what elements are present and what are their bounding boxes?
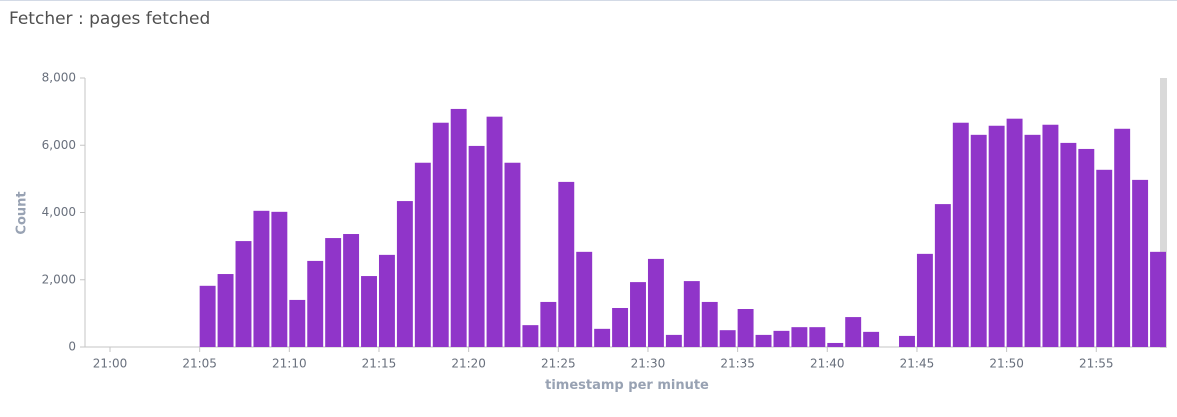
bar [1132, 179, 1149, 347]
bar [809, 327, 826, 347]
bar [1060, 142, 1077, 347]
y-tick-label: 8,000 [42, 71, 76, 85]
panel-title: Fetcher : pages fetched [9, 9, 211, 29]
x-tick-label: 21:35 [720, 357, 755, 371]
x-tick-label: 21:30 [631, 357, 666, 371]
bar [952, 122, 969, 347]
bar [414, 162, 431, 347]
x-tick-label: 21:00 [93, 357, 128, 371]
bar [1078, 148, 1095, 347]
x-axis-title: timestamp per minute [545, 378, 709, 393]
bar [361, 276, 377, 347]
bar [396, 201, 413, 347]
bar [970, 134, 987, 347]
bar [1150, 251, 1166, 347]
y-tick-label: 0 [68, 340, 76, 354]
bar [630, 282, 646, 347]
x-tick-label: 21:40 [810, 357, 845, 371]
bar [683, 281, 700, 347]
x-tick-label: 21:20 [451, 357, 486, 371]
x-tick-label: 21:50 [989, 357, 1024, 371]
bar [432, 122, 449, 347]
x-tick-label: 21:55 [1079, 357, 1114, 371]
bar [665, 334, 682, 347]
bar [701, 301, 718, 347]
y-tick-label: 4,000 [42, 205, 76, 219]
bar [235, 241, 252, 347]
y-axis-title: Count [15, 191, 30, 234]
bar [988, 125, 1005, 347]
bar [612, 307, 629, 347]
y-tick-label: 6,000 [42, 138, 76, 152]
bar [540, 301, 557, 347]
x-tick-label: 21:05 [182, 357, 217, 371]
bar [934, 204, 951, 347]
bar [1114, 128, 1131, 347]
bar [271, 211, 288, 347]
scroll-highlight [1160, 78, 1167, 348]
bar [899, 335, 915, 347]
bar [576, 251, 593, 347]
bar [558, 181, 575, 347]
x-tick-label: 21:25 [541, 357, 576, 371]
bar [343, 234, 360, 347]
x-tick-label: 21:10 [272, 357, 307, 371]
bar [916, 253, 933, 347]
x-tick-label: 21:45 [900, 357, 935, 371]
bar [1096, 169, 1113, 347]
bar [325, 238, 342, 347]
bar [737, 309, 754, 347]
bar [791, 327, 808, 347]
bar [755, 334, 772, 347]
bar [863, 331, 880, 347]
bar [378, 254, 395, 347]
bar [827, 342, 844, 347]
bar [307, 260, 324, 347]
bar [468, 145, 485, 347]
bar [522, 325, 539, 347]
bar [845, 317, 862, 347]
bar [1042, 124, 1059, 348]
bar [1006, 118, 1023, 347]
bar [289, 299, 306, 347]
bar [217, 274, 234, 347]
x-tick-label: 21:15 [362, 357, 397, 371]
bar [504, 162, 521, 347]
bar [719, 330, 736, 347]
y-tick-label: 2,000 [42, 272, 76, 286]
bar [486, 116, 503, 347]
bar [647, 258, 664, 347]
bar [1024, 134, 1041, 347]
bar [450, 108, 467, 347]
bar [253, 210, 270, 347]
bar [199, 285, 216, 347]
bar [773, 330, 790, 347]
bar [594, 328, 611, 347]
